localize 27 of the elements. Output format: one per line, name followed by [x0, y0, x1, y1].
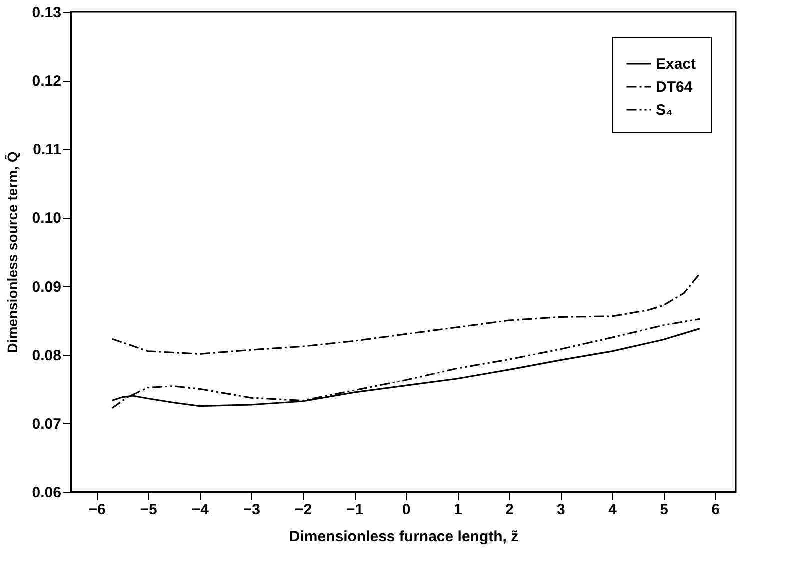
x-tick-label: 3	[557, 502, 566, 518]
x-tick-label: 4	[608, 502, 618, 518]
legend-label: DT64	[656, 79, 694, 96]
x-tick-label: −5	[140, 502, 158, 518]
x-tick-label: −3	[243, 502, 260, 518]
x-tick-label: 2	[506, 502, 514, 518]
y-axis-title: Dimensionless source term, Q̃	[4, 152, 20, 354]
line-series	[111, 273, 701, 355]
x-tick-label: −1	[346, 502, 364, 518]
y-tick-label: 0.13	[32, 4, 62, 22]
y-tick-label: 0.10	[32, 210, 62, 228]
y-tick-label: 0.06	[32, 484, 62, 502]
y-tick-label: 0.12	[32, 73, 62, 90]
x-tick-label: 0	[402, 502, 411, 518]
x-tick-label: 6	[712, 502, 720, 518]
y-tick-label: 0.08	[32, 347, 62, 364]
x-axis-title: Dimensionless furnace length, z̃	[289, 528, 519, 546]
x-tick-label: −2	[294, 502, 312, 518]
x-tick-label: 5	[660, 502, 668, 518]
y-tick-label: 0.07	[32, 416, 62, 433]
x-tick-label: 1	[454, 502, 462, 518]
x-tick-label: −6	[88, 502, 106, 518]
y-tick-label: 0.11	[33, 142, 62, 159]
legend-label: S₄	[656, 102, 674, 119]
y-tick-label: 0.09	[32, 278, 62, 296]
x-tick-label: −4	[192, 502, 210, 518]
legend-label: Exact	[656, 56, 696, 73]
